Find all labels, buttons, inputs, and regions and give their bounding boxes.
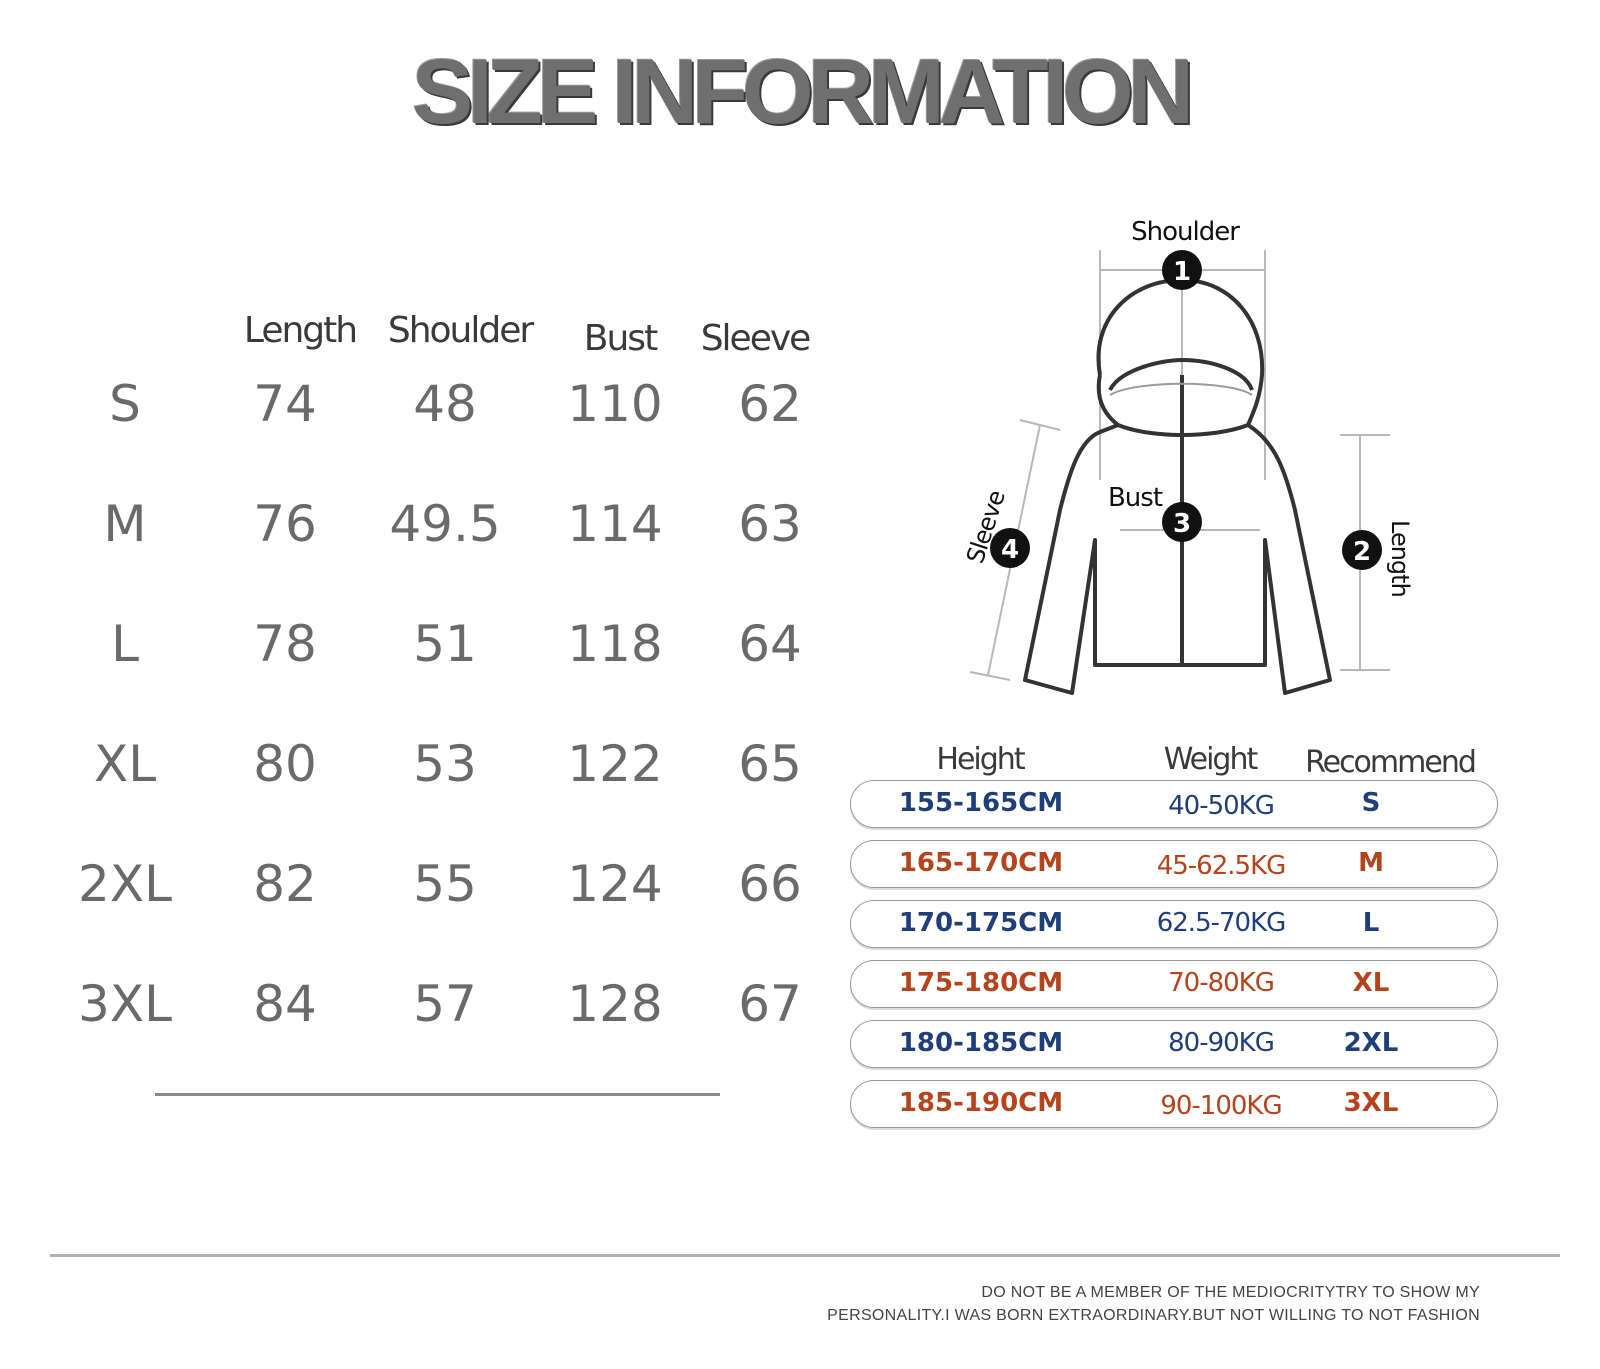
- cell-bust: 110: [567, 375, 663, 433]
- recommended-size: S: [1361, 788, 1381, 818]
- cell-sleeve: 63: [738, 495, 802, 553]
- table-row: 165-170CM 45-62.5KG M: [850, 840, 1498, 888]
- footer-motto-line1: DO NOT BE A MEMBER OF THE MEDIOCRITYTRY …: [981, 1284, 1480, 1301]
- header-shoulder: Shoulder: [387, 310, 534, 351]
- cell-shoulder: 51: [413, 615, 477, 673]
- marker-1: 1: [1173, 257, 1191, 287]
- row-size-label: 3XL: [78, 975, 172, 1033]
- hoodie-diagram: 1 2 3 4 Shoulder Bust Length Sleeve: [961, 217, 1414, 695]
- page-title: SIZE INFORMATION: [411, 41, 1194, 143]
- table-row: 175-180CM 70-80KG XL: [850, 960, 1498, 1008]
- weight-range: 40-50KG: [1168, 791, 1275, 821]
- cell-bust: 122: [567, 735, 663, 793]
- cell-sleeve: 64: [738, 615, 802, 673]
- table-divider: [155, 1093, 720, 1096]
- weight-range: 80-90KG: [1168, 1028, 1275, 1058]
- header-bust: Bust: [583, 318, 658, 359]
- cell-shoulder: 53: [413, 735, 477, 793]
- row-size-label: XL: [93, 735, 157, 793]
- cell-bust: 128: [567, 975, 663, 1033]
- cell-bust: 114: [567, 495, 663, 553]
- size-measurement-table: Length Shoulder Bust Sleeve S 74 48 110 …: [60, 300, 840, 1060]
- footer-divider: [50, 1254, 1560, 1257]
- row-size-label: L: [111, 615, 139, 673]
- marker-2: 2: [1353, 537, 1371, 567]
- weight-range: 62.5-70KG: [1156, 908, 1287, 938]
- cell-shoulder: 55: [413, 855, 477, 913]
- recommended-size: 3XL: [1343, 1088, 1399, 1118]
- height-range: 170-175CM: [898, 908, 1064, 938]
- cell-bust: 118: [567, 615, 663, 673]
- recommended-size: L: [1362, 908, 1380, 938]
- header-length: Length: [243, 310, 358, 351]
- recommended-size: XL: [1352, 968, 1390, 998]
- cell-shoulder: 48: [413, 375, 477, 433]
- cell-length: 80: [253, 735, 317, 793]
- weight-range: 90-100KG: [1160, 1091, 1282, 1121]
- bust-label: Bust: [1108, 483, 1163, 513]
- table-row: 170-175CM 62.5-70KG L: [850, 900, 1498, 948]
- row-size-label: M: [103, 495, 147, 553]
- cell-length: 78: [253, 615, 317, 673]
- cell-shoulder: 57: [413, 975, 477, 1033]
- row-size-label: 2XL: [78, 855, 172, 913]
- cell-length: 76: [253, 495, 317, 553]
- header-weight: Weight: [1163, 742, 1259, 777]
- table-row: 155-165CM 40-50KG S: [850, 780, 1498, 828]
- height-range: 155-165CM: [898, 788, 1064, 818]
- cell-sleeve: 65: [738, 735, 802, 793]
- cell-sleeve: 67: [738, 975, 802, 1033]
- cell-sleeve: 66: [738, 855, 802, 913]
- height-range: 175-180CM: [898, 968, 1064, 998]
- height-range: 180-185CM: [898, 1028, 1064, 1058]
- cell-length: 82: [253, 855, 317, 913]
- shoulder-label: Shoulder: [1131, 217, 1240, 247]
- weight-range: 70-80KG: [1168, 968, 1275, 998]
- header-height: Height: [936, 742, 1025, 777]
- row-size-label: S: [109, 375, 141, 433]
- cell-shoulder: 49.5: [389, 495, 501, 553]
- cell-bust: 124: [567, 855, 663, 913]
- height-range: 185-190CM: [898, 1088, 1064, 1118]
- cell-sleeve: 62: [738, 375, 802, 433]
- weight-range: 45-62.5KG: [1156, 851, 1287, 881]
- length-label: Length: [1386, 520, 1414, 597]
- footer-motto-line2: PERSONALITY.I WAS BORN EXTRAORDINARY.BUT…: [827, 1307, 1480, 1324]
- marker-3: 3: [1173, 509, 1191, 539]
- cell-length: 84: [253, 975, 317, 1033]
- recommended-size: 2XL: [1343, 1028, 1399, 1058]
- recommended-size: M: [1358, 848, 1384, 878]
- height-range: 165-170CM: [898, 848, 1064, 878]
- table-row: 180-185CM 80-90KG 2XL: [850, 1020, 1498, 1068]
- marker-4: 4: [1001, 535, 1019, 565]
- header-sleeve: Sleeve: [700, 318, 812, 359]
- table-row: 185-190CM 90-100KG 3XL: [850, 1080, 1498, 1128]
- header-recommend: Recommend: [1305, 745, 1477, 780]
- cell-length: 74: [253, 375, 317, 433]
